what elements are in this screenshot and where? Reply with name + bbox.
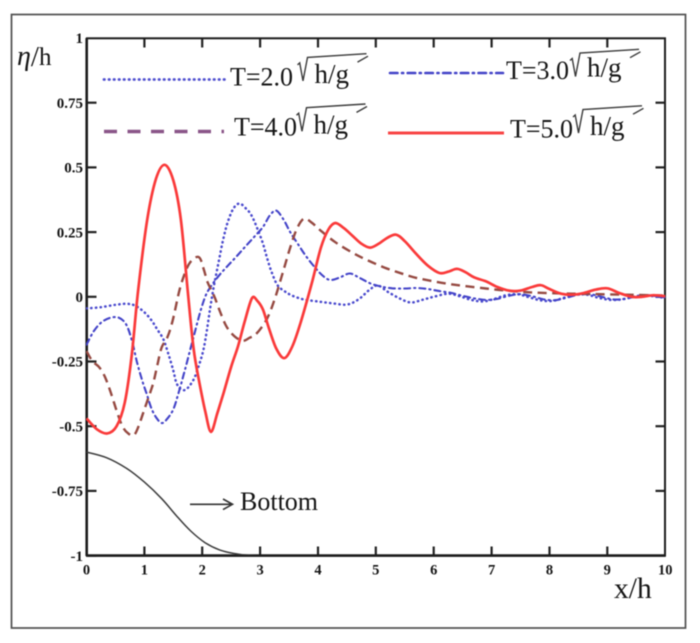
svg-text:0.75: 0.75 [57, 96, 83, 112]
svg-text:T=5.0: T=5.0 [510, 115, 573, 144]
svg-text:h/g: h/g [587, 53, 622, 83]
svg-text:0.5: 0.5 [64, 161, 83, 177]
svg-text:0: 0 [83, 563, 90, 579]
svg-text:h/g: h/g [315, 59, 350, 89]
svg-text:6: 6 [430, 563, 437, 579]
svg-text:x/h: x/h [614, 573, 652, 605]
svg-text:9: 9 [604, 563, 611, 579]
svg-text:0.25: 0.25 [57, 225, 83, 241]
svg-text:η/h: η/h [17, 41, 52, 73]
svg-text:1: 1 [141, 563, 148, 579]
svg-text:T=3.0: T=3.0 [506, 56, 569, 85]
svg-text:1: 1 [76, 31, 84, 47]
svg-text:-0.5: -0.5 [59, 419, 83, 435]
svg-text:5: 5 [372, 563, 379, 579]
svg-text:T=2.0: T=2.0 [230, 63, 293, 92]
svg-text:-1: -1 [71, 549, 84, 565]
svg-text:h/g: h/g [314, 109, 349, 139]
svg-text:-0.25: -0.25 [52, 355, 83, 371]
svg-text:h/g: h/g [590, 111, 625, 141]
svg-text:4: 4 [314, 563, 321, 579]
svg-text:T=4.0: T=4.0 [234, 113, 297, 142]
svg-text:8: 8 [546, 563, 553, 579]
svg-text:3: 3 [256, 563, 263, 579]
svg-text:10: 10 [658, 563, 673, 579]
svg-text:2: 2 [199, 563, 206, 579]
svg-text:7: 7 [488, 563, 495, 579]
svg-text:-0.75: -0.75 [52, 484, 83, 500]
svg-text:Bottom: Bottom [240, 487, 318, 516]
svg-text:0: 0 [76, 290, 84, 306]
